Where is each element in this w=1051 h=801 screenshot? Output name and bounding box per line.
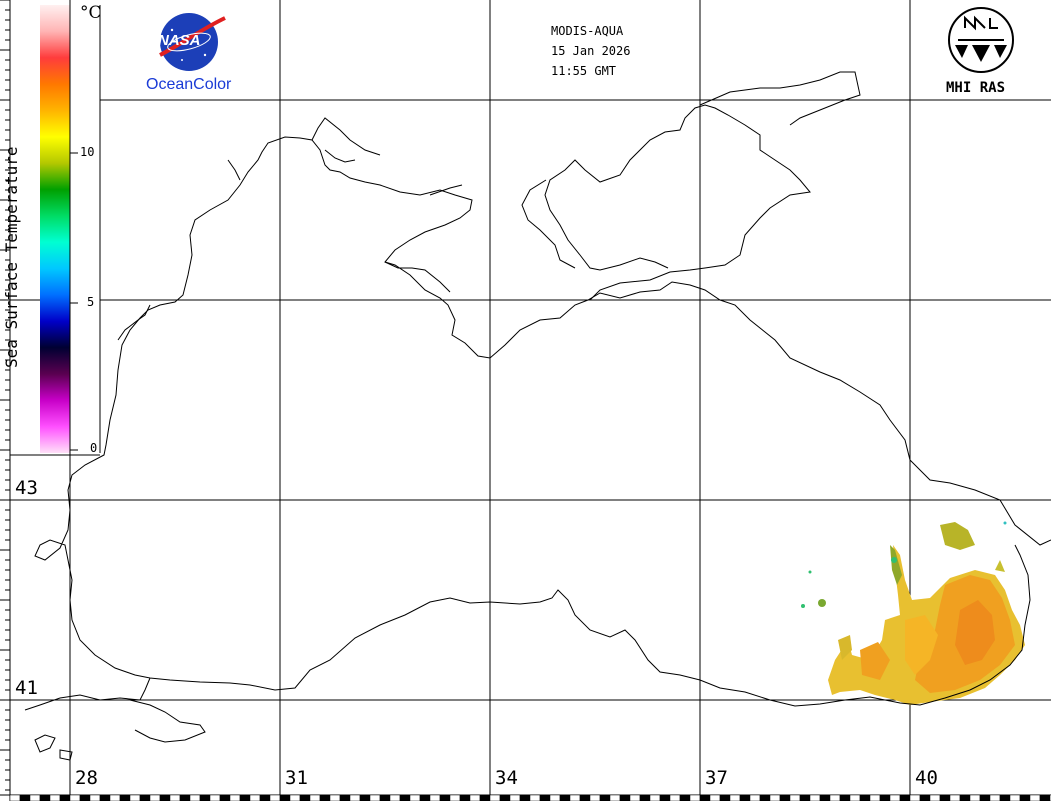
coastline [24, 71, 1051, 761]
satellite-label: MODIS-AQUA [551, 24, 624, 38]
mhi-ras-logo [948, 7, 1014, 73]
oceancolor-label: OceanColor [146, 76, 232, 93]
date-label: 15 Jan 2026 [551, 44, 631, 58]
latitude-label-41: 41 [15, 677, 38, 699]
colorbar-tick-5: 5 [87, 295, 95, 309]
longitude-label-31: 31 [285, 767, 308, 789]
longitude-label-34: 34 [495, 767, 518, 789]
colorbar-tick-0: 0 [90, 441, 98, 455]
colorbar-title: Sea Surface Temperature [2, 146, 21, 368]
colorbar-ramp [40, 5, 70, 453]
nasa-logo [159, 13, 226, 71]
colorbar [10, 5, 101, 456]
colorbar-tick-10: 10 [80, 145, 95, 159]
time-label: 11:55 GMT [551, 64, 617, 78]
longitude-label-40: 40 [915, 767, 938, 789]
colorbar-unit: °C [80, 3, 102, 23]
sst-data-layer [801, 521, 1025, 705]
latitude-label-43: 43 [15, 477, 38, 499]
nasa-logo-text: NASA [158, 32, 201, 49]
longitude-label-37: 37 [705, 767, 728, 789]
longitude-label-28: 28 [75, 767, 98, 789]
graticule [10, 0, 1051, 801]
mhi-ras-label: MHI RAS [946, 80, 1006, 96]
